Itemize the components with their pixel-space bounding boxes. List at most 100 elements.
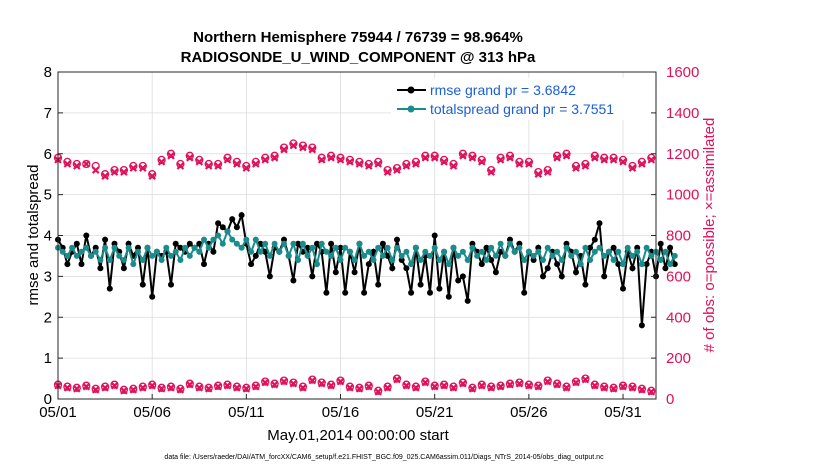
obs-assimilated-point xyxy=(148,172,156,180)
obs-assimilated-lower-point xyxy=(449,384,458,392)
rmse-point xyxy=(573,269,579,276)
obs-assimilated-point xyxy=(110,168,119,176)
obs-assimilated-lower-point xyxy=(204,385,213,393)
obs-assimilated-point xyxy=(308,145,317,154)
obs-assimilated-point xyxy=(459,152,467,160)
y-right-tick-label: 600 xyxy=(666,268,691,285)
x-tick-label: 05/01 xyxy=(39,404,77,421)
obs-assimilated-point xyxy=(195,158,204,166)
obs-assimilated-point xyxy=(619,158,627,166)
totalspread-point xyxy=(464,257,471,263)
rmse-point xyxy=(436,285,443,292)
obs-possible-lower-point xyxy=(308,375,317,384)
rmse-point xyxy=(492,269,499,276)
totalspread-point xyxy=(427,252,433,259)
obs-assimilated-point xyxy=(515,160,524,168)
totalspread-point xyxy=(525,248,532,255)
obs-possible-lower-point xyxy=(100,382,110,391)
y-right-tick-label: 400 xyxy=(666,309,691,326)
rmse-point xyxy=(554,261,561,268)
obs-possible-lower-point xyxy=(251,381,260,390)
y-right-tick-label: 1400 xyxy=(666,105,699,122)
obs-assimilated-lower-point xyxy=(525,381,533,390)
totalspread-point xyxy=(168,252,174,259)
totalspread-point xyxy=(671,252,678,259)
rmse-point xyxy=(149,293,156,300)
data-file-footnote: data file: /Users/raeder/DAI/ATM_forcXX/… xyxy=(164,454,604,461)
obs-assimilated-point xyxy=(440,158,448,166)
totalspread-point xyxy=(478,248,485,255)
obs-possible-lower-point xyxy=(157,383,166,392)
totalspread-point xyxy=(591,248,598,255)
rmse-point xyxy=(540,273,546,280)
obs-assimilated-point xyxy=(317,156,326,164)
x-tick-label: 05/11 xyxy=(228,404,264,421)
y-left-tick-label: 4 xyxy=(44,228,52,245)
totalspread-point xyxy=(177,257,184,263)
obs-assimilated-lower-point xyxy=(242,385,251,393)
obs-possible-lower-point xyxy=(468,383,477,392)
totalspread-point xyxy=(605,248,612,255)
obs-assimilated-lower-point xyxy=(628,384,637,392)
obs-assimilated-point xyxy=(336,156,345,164)
totalspread-point xyxy=(158,257,165,263)
obs-assimilated-point xyxy=(327,154,335,162)
totalspread-point xyxy=(290,240,297,247)
obs-possible-lower-point xyxy=(430,381,439,390)
rmse-point xyxy=(342,289,349,296)
rmse-point xyxy=(120,265,127,272)
rmse-point xyxy=(563,240,570,247)
totalspread-point xyxy=(441,248,448,255)
obs-possible-lower-point xyxy=(600,382,609,391)
rmse-point xyxy=(337,244,344,251)
totalspread-point xyxy=(629,252,636,259)
obs-possible-lower-point xyxy=(515,378,524,387)
obs-possible-lower-point xyxy=(439,380,449,389)
rmse-point xyxy=(215,220,222,227)
totalspread-point xyxy=(271,240,278,247)
obs-assimilated-point xyxy=(101,172,109,180)
totalspread-point xyxy=(540,257,546,263)
totalspread-point xyxy=(587,257,594,263)
totalspread-point xyxy=(657,257,664,263)
chart-title-line2: RADIOSONDE_U_WIND_COMPONENT @ 313 hPa xyxy=(181,49,536,66)
rmse-point xyxy=(445,293,452,300)
obs-assimilated-lower-point xyxy=(647,388,656,396)
rmse-point xyxy=(365,261,372,268)
obs-assimilated-lower-point xyxy=(139,384,147,392)
obs-assimilated-lower-point xyxy=(299,384,307,392)
obs-assimilated-lower-point xyxy=(412,384,420,392)
obs-assimilated-lower-point xyxy=(374,388,382,396)
totalspread-point xyxy=(544,244,551,251)
x-tick-label: 05/21 xyxy=(416,404,454,421)
totalspread-point xyxy=(648,252,655,259)
totalspread-point xyxy=(573,248,579,255)
y-left-tick-label: 5 xyxy=(44,187,52,204)
totalspread-point xyxy=(620,261,626,268)
obs-assimilated-point xyxy=(553,154,561,162)
obs-possible-lower-point xyxy=(63,382,72,391)
obs-assimilated-lower-point xyxy=(515,379,524,388)
obs-assimilated-lower-point xyxy=(327,381,335,390)
totalspread-point xyxy=(233,240,240,247)
obs-possible-lower-point xyxy=(628,382,637,391)
rmse-point xyxy=(172,240,179,247)
rmse-point xyxy=(248,261,255,268)
totalspread-point xyxy=(252,236,259,243)
rmse-point xyxy=(139,281,146,288)
rmse-point xyxy=(667,244,674,251)
obs-assimilated-lower-point xyxy=(440,381,448,390)
rmse-point xyxy=(530,257,537,263)
totalspread-point xyxy=(398,252,405,259)
rmse-point xyxy=(615,261,622,268)
rmse-point xyxy=(210,248,217,255)
totalspread-point xyxy=(394,244,400,251)
obs-possible-lower-point xyxy=(298,382,308,391)
obs-assimilated-lower-point xyxy=(176,386,185,394)
totalspread-point xyxy=(662,248,669,255)
rmse-point xyxy=(662,265,669,272)
obs-possible-lower-point xyxy=(91,384,100,393)
x-tick-label: 05/31 xyxy=(604,404,642,421)
y-left-tick-label: 8 xyxy=(44,64,52,81)
obs-possible-lower-point xyxy=(223,380,232,389)
